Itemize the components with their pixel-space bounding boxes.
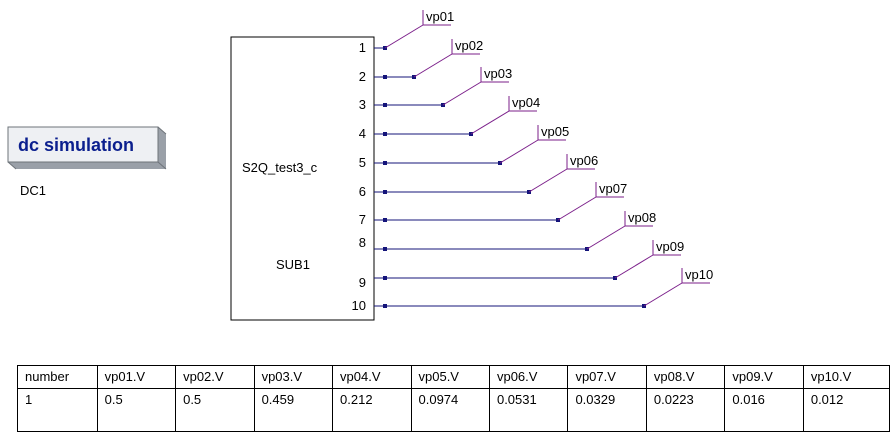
subcircuit-instance-name: SUB1 — [276, 257, 310, 272]
dc-simulation-title: dc simulation — [18, 135, 134, 155]
results-table: number vp01.V vp02.V vp03.V vp04.V vp05.V vp06… — [17, 365, 890, 432]
results-cell: 1 — [17, 388, 98, 432]
probe-lead — [442, 81, 482, 106]
results-column-header: vp05.V — [410, 365, 490, 389]
subcircuit-box[interactable] — [230, 36, 375, 321]
results-column-header: vp08.V — [645, 365, 726, 389]
voltage-probe[interactable]: vp05 — [499, 124, 569, 164]
probe-lead — [470, 110, 510, 135]
voltage-probe[interactable]: vp02 — [413, 38, 483, 78]
voltage-probe[interactable]: vp10 — [643, 267, 713, 307]
pin-number: 10 — [352, 298, 366, 313]
probe-label: vp07 — [599, 181, 627, 196]
voltage-probe[interactable]: vp07 — [557, 181, 627, 221]
results-column-header: vp10.V — [802, 365, 890, 389]
pin-number: 9 — [359, 275, 366, 290]
probe-lead — [557, 196, 597, 221]
pin-number: 4 — [359, 126, 366, 141]
results-header-row: number vp01.V vp02.V vp03.V vp04.V vp05.V vp06… — [17, 365, 890, 389]
results-cell: 0.5 — [175, 388, 255, 432]
pin-number: 7 — [359, 212, 366, 227]
probe-lead — [586, 225, 626, 250]
pin-number: 3 — [359, 97, 366, 112]
dc-simulation-block[interactable]: dc simulation — [7, 126, 167, 170]
results-body: 1 0.5 0.5 0.459 0.212 0.0974 0.0531 0.0329 0.022… — [17, 388, 890, 432]
dc-simulation-block-face — [7, 126, 159, 163]
probe-label: vp04 — [512, 95, 540, 110]
probe-lead — [643, 282, 683, 307]
probe-lead — [614, 254, 654, 279]
pin-number: 5 — [359, 155, 366, 170]
pin-number: 2 — [359, 69, 366, 84]
results-column-header: vp07.V — [567, 365, 647, 389]
results-column-header: vp02.V — [175, 365, 255, 389]
subcircuit-model-name: S2Q_test3_c — [242, 160, 318, 175]
results-column-header: vp01.V — [96, 365, 177, 389]
voltage-probe[interactable]: vp09 — [614, 239, 684, 279]
probe-label: vp09 — [656, 239, 684, 254]
probe-lead — [499, 139, 539, 164]
pin-number: 6 — [359, 184, 366, 199]
results-column-header: vp04.V — [332, 365, 412, 389]
probe-label: vp10 — [685, 267, 713, 282]
voltage-probe[interactable]: vp04 — [470, 95, 540, 135]
voltage-probe[interactable]: vp06 — [528, 153, 598, 193]
results-cell: 0.5 — [96, 388, 177, 432]
results-cell: 0.0329 — [567, 388, 647, 432]
results-column-header: vp06.V — [488, 365, 569, 389]
probe-label: vp01 — [426, 9, 454, 24]
voltage-probe[interactable]: vp03 — [442, 66, 512, 106]
probe-label: vp03 — [484, 66, 512, 81]
probe-label: vp05 — [541, 124, 569, 139]
results-cell: 0.016 — [724, 388, 804, 432]
results-cell: 0.0531 — [488, 388, 569, 432]
results-cell: 0.459 — [253, 388, 334, 432]
probe-lead — [384, 24, 424, 49]
voltage-probe[interactable]: vp01 — [384, 9, 454, 49]
probe-label: vp08 — [628, 210, 656, 225]
pin-number: 1 — [359, 40, 366, 55]
probe-lead — [413, 53, 453, 78]
results-column-header: number — [17, 365, 98, 389]
results-cell: 0.0974 — [410, 388, 490, 432]
results-cell: 0.0223 — [645, 388, 726, 432]
results-column-header: vp09.V — [724, 365, 804, 389]
results-row: 1 0.5 0.5 0.459 0.212 0.0974 0.0531 0.0329 0.022… — [17, 388, 890, 432]
probe-label: vp06 — [570, 153, 598, 168]
dc-simulation-instance: DC1 — [20, 183, 46, 198]
schematic-canvas: dc simulation DC1 S2Q_test3_c SUB1 1 2 3 4 5… — [7, 9, 713, 321]
probe-lead — [528, 168, 568, 193]
results-cell: 0.012 — [802, 388, 890, 432]
voltage-probe[interactable]: vp08 — [586, 210, 656, 250]
results-cell: 0.212 — [332, 388, 412, 432]
probe-label: vp02 — [455, 38, 483, 53]
results-column-header: vp03.V — [253, 365, 334, 389]
pin-number: 8 — [359, 235, 366, 250]
